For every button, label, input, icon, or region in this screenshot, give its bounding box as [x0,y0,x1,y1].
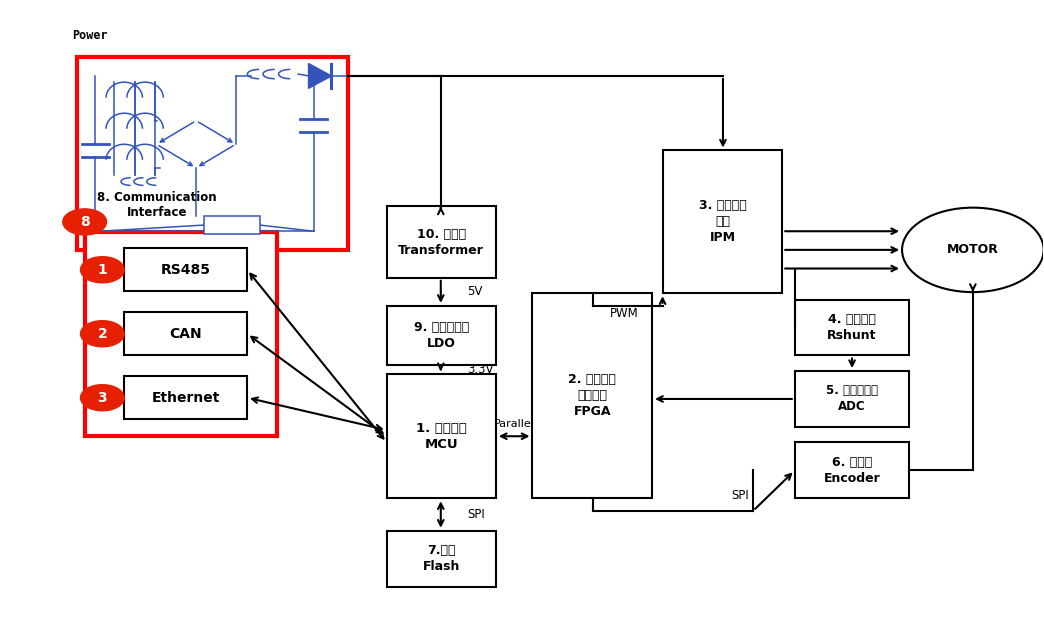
FancyBboxPatch shape [124,376,247,419]
FancyBboxPatch shape [77,57,348,250]
Polygon shape [309,64,331,89]
Text: PWM: PWM [610,307,639,319]
FancyBboxPatch shape [532,293,652,499]
Circle shape [80,256,124,283]
FancyBboxPatch shape [124,248,247,291]
Text: MOTOR: MOTOR [947,243,999,256]
Text: 2. 现场可编
程门阵列
FPGA: 2. 现场可编 程门阵列 FPGA [568,373,616,418]
FancyBboxPatch shape [386,374,496,499]
Text: 1. 微控制器
MCU: 1. 微控制器 MCU [416,422,467,451]
Text: SPI: SPI [467,508,484,521]
FancyBboxPatch shape [794,300,909,356]
Text: 3: 3 [97,391,108,405]
FancyBboxPatch shape [386,530,496,587]
Text: SPI: SPI [731,489,749,502]
Text: Ethernet: Ethernet [151,391,220,405]
Text: 5. 模数转换器
ADC: 5. 模数转换器 ADC [826,384,878,414]
Text: 3. 智能功率
模块
IPM: 3. 智能功率 模块 IPM [698,200,746,245]
Text: Parallel: Parallel [494,419,536,429]
FancyBboxPatch shape [124,312,247,356]
Circle shape [902,208,1044,292]
Text: 6. 编码器
Encoder: 6. 编码器 Encoder [824,456,880,485]
Circle shape [80,321,124,347]
Text: 8: 8 [79,215,90,229]
FancyBboxPatch shape [794,442,909,499]
Text: Power: Power [72,29,108,42]
Text: 8. Communication
Interface: 8. Communication Interface [97,191,217,219]
Text: 5V: 5V [467,285,482,298]
Text: 7.闪存
Flash: 7.闪存 Flash [423,544,460,573]
FancyBboxPatch shape [663,150,782,293]
FancyBboxPatch shape [85,233,278,436]
Text: 1: 1 [97,263,108,277]
FancyBboxPatch shape [386,207,496,278]
FancyBboxPatch shape [794,371,909,427]
Text: 3.3V: 3.3V [467,363,494,376]
Text: 2: 2 [97,327,108,341]
Text: 9. 线性稳压器
LDO: 9. 线性稳压器 LDO [413,321,469,350]
Text: RS485: RS485 [161,263,211,277]
FancyBboxPatch shape [205,216,260,235]
Text: CAN: CAN [169,327,201,341]
Text: 4. 采样电阱
Rshunt: 4. 采样电阱 Rshunt [827,313,877,342]
Text: 10. 变压器
Transformer: 10. 变压器 Transformer [399,228,484,256]
Circle shape [63,209,106,235]
Circle shape [80,384,124,411]
FancyBboxPatch shape [386,306,496,365]
